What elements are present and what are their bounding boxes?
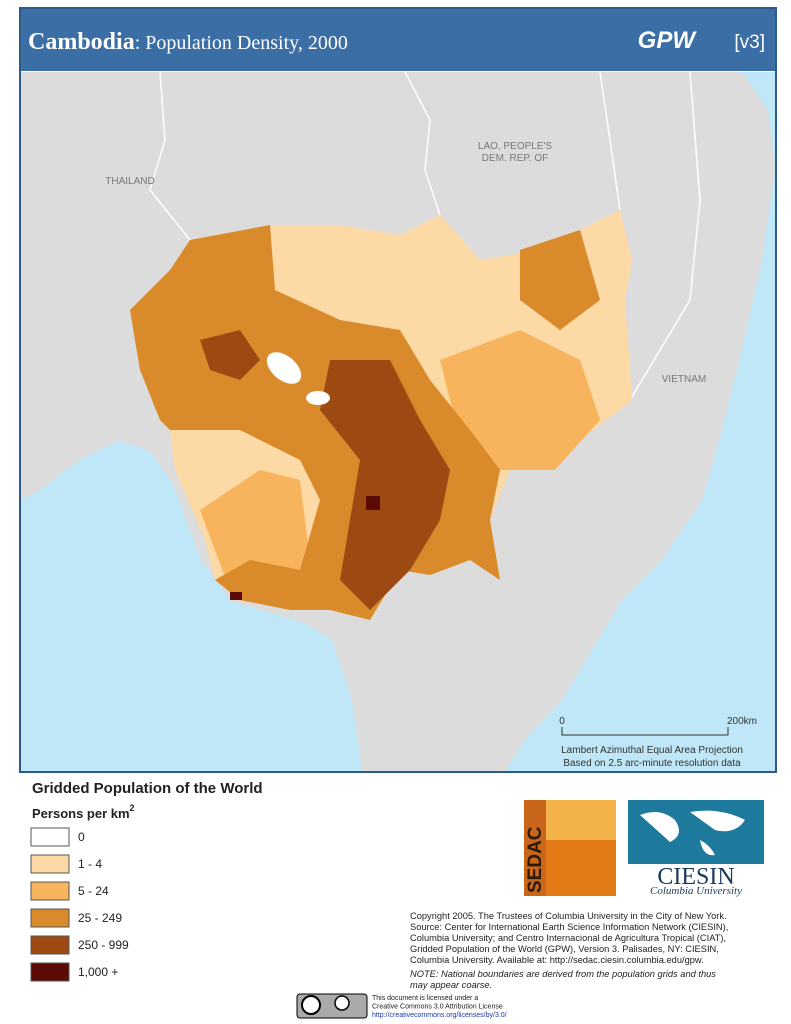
- credit-line: Gridded Population of the World (GPW), V…: [410, 944, 719, 954]
- legend-label: 5 - 24: [78, 884, 109, 898]
- license: This document is licensed under a Creativ…: [372, 995, 507, 1019]
- note-line: may appear coarse.: [410, 980, 492, 990]
- header-bar: [21, 9, 775, 71]
- legend-label: 1,000 +: [78, 965, 118, 979]
- density-zone: [440, 330, 600, 470]
- license-line: Creative Commons 3.0 Attribution License: [372, 1004, 503, 1011]
- credit-line: Columbia University; and Centro Internac…: [410, 933, 726, 943]
- legend-swatch: [30, 908, 70, 928]
- continents: [640, 810, 745, 856]
- lake: [306, 391, 330, 405]
- ciesin-globe: [628, 800, 764, 864]
- legend-swatch: [30, 827, 70, 847]
- title-subtitle: : Population Density, 2000: [135, 32, 348, 54]
- sedac-logo: SEDAC: [524, 800, 616, 896]
- sedac-strip: [524, 800, 546, 896]
- projection: Lambert Azimuthal Equal Area Projection: [561, 745, 743, 756]
- map: THAILAND LAO, PEOPLE'S DEM. REP. OF VIET…: [21, 71, 775, 771]
- resolution: Based on 2.5 arc-minute resolution data: [563, 758, 741, 769]
- brand: GPW: [638, 27, 698, 54]
- sedac-text: SEDAC: [525, 826, 546, 893]
- credit-line: Copyright 2005. The Trustees of Columbia…: [410, 911, 727, 921]
- scale-label: 0: [559, 716, 565, 727]
- legend-label: 250 - 999: [78, 938, 129, 952]
- lake: [266, 352, 302, 384]
- cc-icon: [301, 995, 321, 1015]
- legend-label: 25 - 249: [78, 911, 122, 925]
- ciesin-text: CIESIN: [657, 864, 734, 890]
- credit-line: Source: Center for International Earth S…: [410, 922, 728, 932]
- legend-title: Gridded Population of the World: [32, 780, 263, 797]
- version: [v3]: [734, 32, 765, 53]
- ciesin-logo: CIESIN Columbia University: [628, 800, 764, 897]
- title-country: Cambodia: [28, 29, 135, 55]
- unit-sup: 2: [130, 803, 135, 813]
- density-zone: [230, 592, 242, 600]
- density-zone: [366, 496, 380, 510]
- legend-swatch: [30, 962, 70, 982]
- legend: 0 1 - 4 5 - 24 25 - 249 250 - 999 1,000 +: [30, 827, 129, 982]
- legend-swatch: [30, 935, 70, 955]
- license-line: This document is licensed under a: [372, 995, 478, 1002]
- density-zone: [320, 360, 450, 610]
- unit: Persons per km: [32, 806, 130, 821]
- country-label: DEM. REP. OF: [482, 153, 549, 164]
- cc-badge: [296, 993, 368, 1019]
- note-line: NOTE: National boundaries are derived fr…: [410, 969, 716, 979]
- density-zone: [520, 230, 600, 330]
- scale-label: 200km: [727, 716, 757, 727]
- credit-line: Columbia University. Available at: http:…: [410, 955, 704, 965]
- scale-bar: [561, 727, 729, 736]
- density-zone: [200, 330, 260, 380]
- legend-swatch: [30, 854, 70, 874]
- by-icon: [334, 995, 350, 1011]
- country-label: THAILAND: [105, 176, 154, 187]
- legend-label: 1 - 4: [78, 857, 102, 871]
- legend-unit: Persons per km2: [32, 803, 135, 821]
- country-label: VIETNAM: [662, 374, 706, 385]
- title: Cambodia: Population Density, 2000: [28, 29, 348, 55]
- legend-label: 0: [78, 830, 85, 844]
- license-line: http://creativecommons.org/licenses/by/3…: [372, 1012, 507, 1019]
- credits: Copyright 2005. The Trustees of Columbia…: [410, 911, 728, 990]
- legend-swatch: [30, 881, 70, 901]
- sedac-sky: [545, 800, 616, 840]
- country-label: LAO, PEOPLE'S: [478, 141, 552, 152]
- borders: [149, 71, 701, 401]
- university-text: Columbia University: [650, 885, 742, 897]
